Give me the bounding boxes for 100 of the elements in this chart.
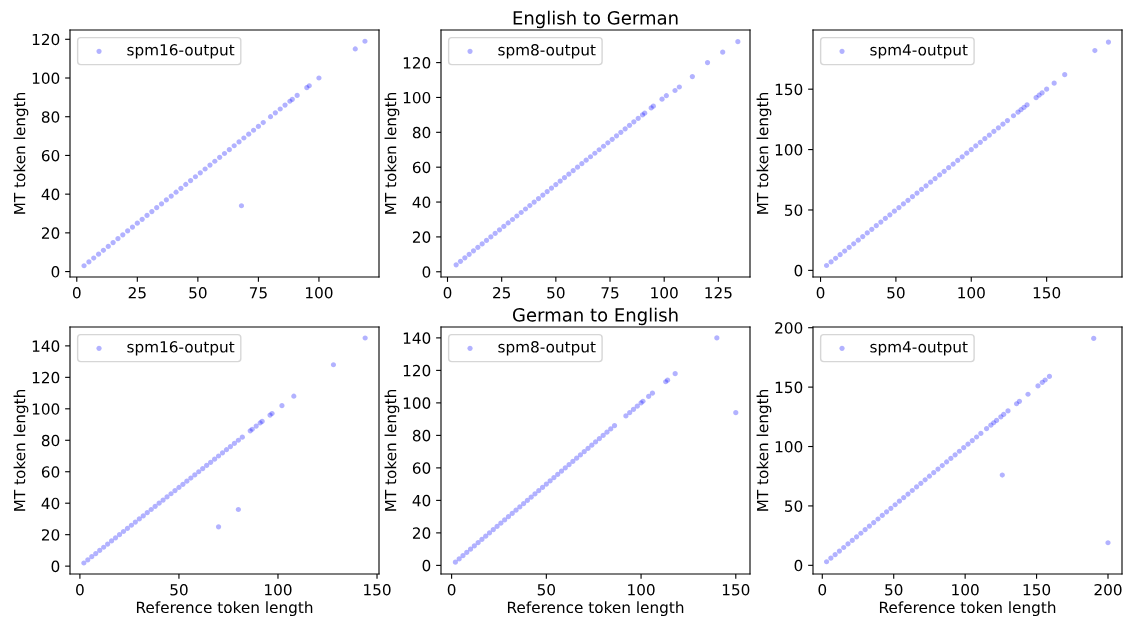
point — [631, 119, 637, 125]
point — [887, 212, 893, 218]
x-tick-label: 150 — [722, 583, 750, 596]
point — [514, 213, 520, 219]
point — [878, 219, 884, 225]
point — [589, 442, 595, 448]
point — [735, 39, 741, 45]
y-tick-label: 200 — [775, 322, 803, 334]
x-axis-title: Reference token length — [507, 601, 684, 617]
y-tick-label: 80 — [412, 429, 431, 442]
point — [733, 410, 739, 416]
point — [152, 503, 158, 509]
point — [941, 168, 947, 174]
point — [184, 478, 190, 484]
point — [630, 406, 637, 412]
point — [548, 185, 555, 191]
point — [85, 557, 91, 563]
y-tick-label: 100 — [403, 91, 431, 104]
point — [832, 552, 838, 558]
point — [112, 535, 119, 541]
point — [823, 559, 830, 565]
point — [105, 243, 111, 250]
point — [291, 393, 297, 399]
point — [676, 84, 682, 90]
point — [513, 507, 519, 513]
point — [238, 203, 245, 209]
point — [466, 251, 472, 257]
point — [937, 172, 943, 178]
point — [239, 434, 245, 440]
point — [853, 534, 860, 540]
point — [973, 143, 979, 149]
point — [914, 190, 920, 196]
y-tick-label: 120 — [403, 57, 431, 69]
point — [932, 175, 938, 182]
point — [136, 516, 142, 522]
y-tick-label: 40 — [41, 497, 60, 510]
point — [490, 527, 496, 533]
point — [158, 201, 165, 207]
point — [540, 192, 546, 198]
point — [235, 437, 241, 443]
point — [101, 544, 107, 550]
point — [494, 523, 500, 529]
point — [149, 208, 155, 215]
point — [608, 426, 614, 432]
point — [672, 371, 678, 377]
point — [849, 537, 855, 543]
point — [1004, 117, 1011, 124]
x-tick-label: 0 — [443, 286, 452, 299]
point — [562, 465, 568, 471]
point — [553, 182, 559, 188]
point — [587, 154, 594, 160]
x-tick-label: 50 — [537, 583, 556, 596]
point — [978, 430, 984, 437]
point — [828, 259, 834, 265]
point — [173, 189, 179, 195]
legend-label: spm8-output — [498, 44, 596, 59]
point — [931, 470, 937, 476]
y-tick-label: 120 — [403, 364, 431, 377]
y-tick-label: 40 — [412, 494, 431, 507]
point — [168, 193, 174, 199]
point — [81, 263, 87, 269]
point — [875, 516, 881, 522]
point — [172, 488, 178, 494]
point — [623, 413, 629, 419]
point — [241, 135, 247, 141]
point — [509, 510, 515, 516]
point — [475, 540, 481, 546]
point — [965, 441, 971, 447]
point — [532, 491, 538, 497]
point — [547, 478, 553, 484]
point — [486, 530, 493, 536]
point — [453, 262, 459, 268]
y-tick-label: 60 — [412, 161, 431, 174]
point — [922, 477, 928, 483]
point — [871, 519, 877, 526]
point — [577, 452, 584, 458]
point — [596, 436, 602, 442]
point — [570, 168, 576, 174]
point — [1005, 408, 1011, 414]
point — [995, 125, 1001, 131]
x-tick-label: 100 — [958, 286, 985, 299]
point — [253, 423, 259, 429]
point — [479, 241, 485, 247]
y-axis-title: MT token length — [13, 389, 29, 511]
point — [918, 186, 925, 193]
point — [973, 434, 980, 440]
point — [518, 209, 524, 216]
point — [460, 553, 466, 559]
point — [212, 456, 218, 462]
point — [227, 443, 234, 450]
point — [464, 549, 470, 555]
point — [948, 455, 954, 461]
point — [129, 224, 136, 230]
point — [168, 491, 174, 497]
point — [955, 157, 961, 164]
y-tick-label: 100 — [32, 72, 60, 85]
x-tick-label: 50 — [189, 286, 207, 299]
point — [544, 188, 550, 195]
point — [475, 244, 481, 250]
point — [891, 208, 897, 214]
